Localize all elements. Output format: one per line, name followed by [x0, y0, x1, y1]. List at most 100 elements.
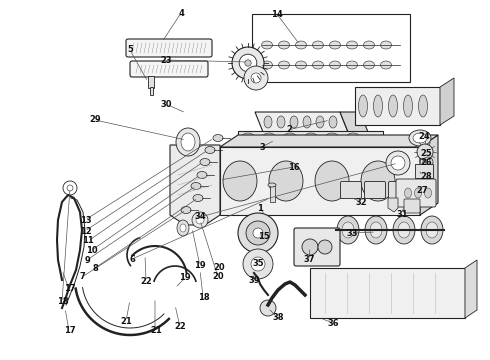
Ellipse shape: [315, 161, 349, 201]
Text: 2: 2: [286, 125, 292, 134]
Circle shape: [192, 212, 208, 228]
Polygon shape: [340, 112, 368, 132]
Ellipse shape: [213, 135, 223, 141]
Text: 3: 3: [259, 143, 265, 152]
Text: 32: 32: [356, 198, 368, 207]
FancyBboxPatch shape: [341, 181, 362, 198]
Text: 23: 23: [161, 56, 172, 65]
FancyBboxPatch shape: [130, 61, 208, 77]
Ellipse shape: [200, 158, 210, 166]
Ellipse shape: [177, 220, 189, 236]
Text: 20: 20: [214, 263, 225, 272]
FancyBboxPatch shape: [389, 181, 410, 198]
Ellipse shape: [283, 133, 297, 143]
Ellipse shape: [426, 222, 438, 238]
Text: 25: 25: [420, 149, 432, 158]
Ellipse shape: [346, 133, 360, 143]
Ellipse shape: [329, 116, 337, 128]
Ellipse shape: [346, 61, 358, 69]
Polygon shape: [420, 135, 438, 215]
Circle shape: [318, 240, 332, 254]
Ellipse shape: [329, 61, 341, 69]
Text: 34: 34: [194, 212, 206, 221]
Ellipse shape: [413, 133, 427, 143]
Ellipse shape: [268, 183, 276, 187]
Polygon shape: [465, 260, 477, 318]
Ellipse shape: [313, 41, 323, 49]
Ellipse shape: [181, 207, 191, 213]
Ellipse shape: [264, 116, 272, 128]
Text: 33: 33: [346, 229, 358, 238]
Circle shape: [417, 144, 433, 160]
Bar: [310, 268, 465, 318]
Ellipse shape: [370, 222, 382, 238]
Circle shape: [251, 73, 261, 83]
Text: 24: 24: [418, 132, 430, 141]
Text: 1: 1: [257, 204, 263, 212]
Text: 35: 35: [253, 259, 265, 268]
Text: 26: 26: [420, 158, 432, 167]
Ellipse shape: [223, 161, 257, 201]
Ellipse shape: [191, 183, 201, 189]
Text: 30: 30: [161, 100, 172, 109]
Bar: [355, 87, 440, 125]
Ellipse shape: [303, 116, 311, 128]
Ellipse shape: [393, 216, 415, 244]
FancyBboxPatch shape: [294, 228, 340, 266]
Ellipse shape: [295, 61, 307, 69]
Polygon shape: [220, 135, 438, 147]
Text: 31: 31: [396, 210, 408, 219]
Ellipse shape: [389, 95, 397, 117]
Ellipse shape: [381, 41, 392, 49]
Text: 13: 13: [80, 216, 92, 225]
Polygon shape: [388, 198, 398, 212]
Text: 5: 5: [127, 45, 133, 54]
Circle shape: [243, 249, 273, 279]
Text: 15: 15: [258, 233, 270, 242]
Ellipse shape: [364, 61, 374, 69]
Text: 22: 22: [174, 323, 186, 331]
Text: 11: 11: [82, 236, 94, 245]
Ellipse shape: [325, 133, 339, 143]
Bar: [270, 186, 275, 202]
Circle shape: [302, 239, 318, 255]
Circle shape: [246, 221, 270, 245]
Text: 7: 7: [79, 272, 85, 281]
Ellipse shape: [359, 95, 368, 117]
Ellipse shape: [342, 222, 354, 238]
Text: 18: 18: [57, 297, 69, 306]
Ellipse shape: [365, 216, 387, 244]
Circle shape: [232, 47, 264, 79]
Bar: [150, 87, 153, 95]
Ellipse shape: [403, 95, 413, 117]
Ellipse shape: [421, 216, 443, 244]
Ellipse shape: [398, 222, 410, 238]
Ellipse shape: [278, 61, 290, 69]
Polygon shape: [170, 145, 220, 225]
Circle shape: [386, 151, 410, 175]
Ellipse shape: [424, 188, 432, 198]
Bar: [238, 131, 383, 145]
Text: 29: 29: [90, 115, 101, 124]
FancyBboxPatch shape: [415, 164, 433, 178]
Ellipse shape: [262, 133, 276, 143]
Ellipse shape: [269, 161, 303, 201]
Ellipse shape: [193, 194, 203, 202]
Circle shape: [196, 216, 204, 224]
FancyBboxPatch shape: [413, 181, 434, 198]
Ellipse shape: [262, 41, 272, 49]
Text: 19: 19: [194, 261, 206, 270]
Ellipse shape: [277, 116, 285, 128]
Circle shape: [251, 257, 265, 271]
Ellipse shape: [316, 116, 324, 128]
Text: 14: 14: [271, 10, 283, 19]
Ellipse shape: [337, 216, 359, 244]
Text: 12: 12: [80, 227, 92, 236]
Ellipse shape: [381, 61, 392, 69]
Bar: [148, 76, 154, 88]
Ellipse shape: [405, 188, 412, 198]
Circle shape: [245, 60, 251, 66]
Text: 6: 6: [129, 255, 135, 264]
Circle shape: [239, 54, 257, 72]
Text: 10: 10: [86, 246, 98, 255]
